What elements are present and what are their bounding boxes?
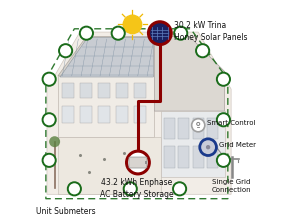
- Circle shape: [173, 182, 186, 195]
- Text: 43.2 kWh Enphase
AC Battery Storage: 43.2 kWh Enphase AC Battery Storage: [100, 178, 174, 199]
- Circle shape: [49, 136, 60, 147]
- Text: 30.2 kW Trina
Honey Solar Panels: 30.2 kW Trina Honey Solar Panels: [174, 22, 248, 42]
- FancyBboxPatch shape: [193, 118, 204, 139]
- Polygon shape: [154, 36, 224, 111]
- Circle shape: [217, 154, 230, 167]
- Circle shape: [192, 119, 205, 132]
- FancyBboxPatch shape: [134, 105, 146, 123]
- Circle shape: [174, 27, 187, 40]
- Circle shape: [59, 44, 72, 57]
- Polygon shape: [154, 36, 224, 111]
- FancyBboxPatch shape: [207, 146, 218, 168]
- Circle shape: [217, 73, 230, 86]
- Circle shape: [206, 145, 210, 149]
- FancyBboxPatch shape: [98, 105, 110, 123]
- FancyBboxPatch shape: [116, 105, 128, 123]
- Circle shape: [43, 154, 56, 167]
- FancyBboxPatch shape: [98, 83, 110, 98]
- FancyBboxPatch shape: [80, 105, 92, 123]
- Circle shape: [148, 22, 171, 45]
- FancyBboxPatch shape: [178, 146, 190, 168]
- FancyBboxPatch shape: [178, 118, 190, 139]
- FancyBboxPatch shape: [80, 83, 92, 98]
- FancyBboxPatch shape: [193, 146, 204, 168]
- FancyBboxPatch shape: [164, 118, 175, 139]
- FancyBboxPatch shape: [129, 157, 147, 168]
- Polygon shape: [47, 32, 231, 194]
- FancyBboxPatch shape: [62, 83, 74, 98]
- Circle shape: [112, 27, 125, 40]
- Polygon shape: [58, 76, 154, 137]
- Circle shape: [196, 44, 209, 57]
- Polygon shape: [60, 38, 153, 77]
- FancyBboxPatch shape: [62, 105, 74, 123]
- FancyBboxPatch shape: [207, 118, 218, 139]
- FancyBboxPatch shape: [116, 83, 128, 98]
- Text: Single Grid
Connection: Single Grid Connection: [211, 178, 251, 192]
- Circle shape: [68, 182, 81, 195]
- FancyBboxPatch shape: [146, 161, 147, 164]
- FancyBboxPatch shape: [164, 146, 175, 168]
- Circle shape: [80, 27, 93, 40]
- Circle shape: [43, 73, 56, 86]
- FancyBboxPatch shape: [134, 83, 146, 98]
- Circle shape: [217, 113, 230, 126]
- Circle shape: [127, 151, 149, 174]
- Circle shape: [124, 182, 137, 195]
- Circle shape: [123, 15, 142, 34]
- Text: Unit Submeters: Unit Submeters: [36, 207, 95, 216]
- Text: Smart Control: Smart Control: [207, 120, 255, 126]
- Circle shape: [43, 113, 56, 126]
- Polygon shape: [161, 111, 224, 177]
- Text: Grid Meter: Grid Meter: [219, 142, 256, 148]
- Polygon shape: [58, 36, 154, 76]
- Circle shape: [200, 139, 216, 155]
- Polygon shape: [58, 137, 161, 194]
